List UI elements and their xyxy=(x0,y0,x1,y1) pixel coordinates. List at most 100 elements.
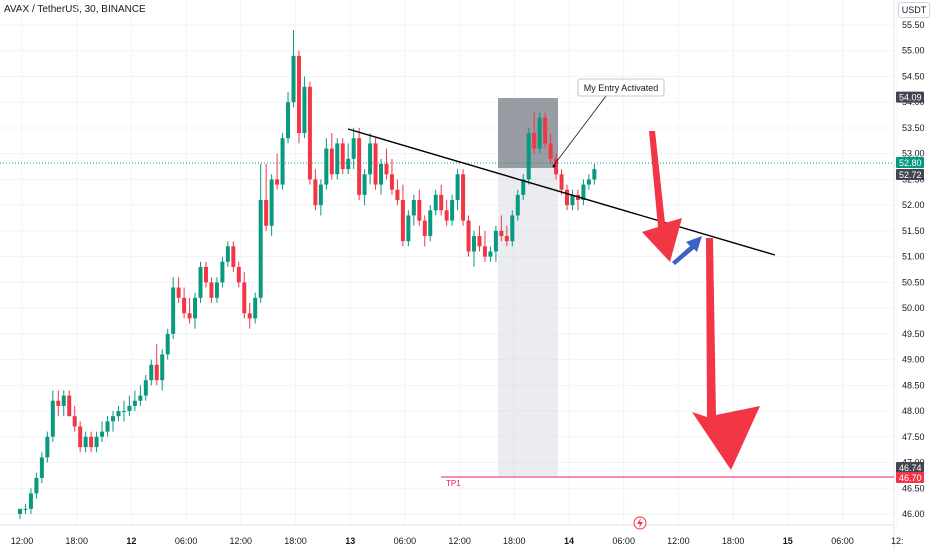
candle-body xyxy=(368,143,373,175)
candle-body xyxy=(220,261,225,283)
time-tick-label: 14 xyxy=(564,536,574,546)
candle-body xyxy=(433,194,438,211)
time-tick-label: 06:00 xyxy=(175,536,198,546)
candle-body xyxy=(526,133,531,180)
candle-body xyxy=(171,287,176,334)
candle-body xyxy=(247,313,252,319)
candle-body xyxy=(521,179,526,195)
chart-title: AVAX / TetherUS, 30, BINANCE xyxy=(4,4,146,15)
time-tick-label: 12: xyxy=(891,536,904,546)
candle-body xyxy=(510,215,515,242)
candle-body xyxy=(592,169,597,180)
candle-body xyxy=(231,246,236,267)
candle-body xyxy=(581,184,586,201)
price-tick-label: 51.50 xyxy=(902,226,925,236)
price-tick-label: 48.50 xyxy=(902,380,925,390)
time-tick-label: 06:00 xyxy=(831,536,854,546)
trendline[interactable] xyxy=(347,128,776,256)
candles xyxy=(18,30,597,520)
callout-box[interactable] xyxy=(577,78,665,97)
candle-body xyxy=(182,297,187,314)
candle-body xyxy=(209,282,214,298)
candle-body xyxy=(472,236,477,252)
time-tick-label: 12:00 xyxy=(11,536,34,546)
price-tick-label: 46.50 xyxy=(902,483,925,493)
candle-body xyxy=(455,174,460,201)
candle-body xyxy=(264,200,269,226)
time-tick-label: 06:00 xyxy=(394,536,417,546)
candle-body xyxy=(444,210,449,221)
candle-body xyxy=(493,230,498,252)
callout-text: My Entry Activated xyxy=(584,83,659,93)
price-tick-label: 51.00 xyxy=(902,252,925,262)
candle-body xyxy=(499,230,504,237)
candle-body xyxy=(466,220,471,252)
lightning-icon[interactable] xyxy=(633,516,647,530)
candle-body xyxy=(193,297,198,319)
currency-unit[interactable]: USDT xyxy=(898,2,930,18)
candle-body xyxy=(253,297,258,319)
price-badge-label: 54.09 xyxy=(899,93,922,103)
red-arrow-long[interactable] xyxy=(692,238,760,470)
time-tick-label: 12:00 xyxy=(448,536,471,546)
candle-body xyxy=(23,508,28,510)
take-profit-zone[interactable] xyxy=(498,168,558,476)
price-tick-label: 55.50 xyxy=(902,20,925,30)
candle-body xyxy=(100,431,105,437)
candle-body xyxy=(225,246,230,262)
candle-body xyxy=(78,426,83,448)
candle-body xyxy=(242,282,247,314)
candle-body xyxy=(269,179,274,226)
callout-anchor xyxy=(552,164,556,168)
candle-body xyxy=(143,380,148,396)
candle-body xyxy=(357,138,362,195)
candle-body xyxy=(313,179,318,206)
candle-body xyxy=(105,421,110,432)
candle-body xyxy=(515,194,520,216)
candle-body xyxy=(532,133,537,149)
candle-body xyxy=(318,184,323,206)
candle-body xyxy=(400,200,405,242)
candle-body xyxy=(28,493,33,509)
candle-body xyxy=(258,200,263,298)
red-arrow-short[interactable] xyxy=(642,131,682,262)
time-tick-label: 18:00 xyxy=(65,536,88,546)
candle-body xyxy=(340,143,345,170)
grid xyxy=(0,0,898,525)
tp1-label: TP1 xyxy=(446,479,461,488)
time-tick-label: 18:00 xyxy=(503,536,526,546)
candle-body xyxy=(34,477,39,494)
price-tick-label: 54.50 xyxy=(902,71,925,81)
candle-body xyxy=(450,200,455,221)
candle-body xyxy=(203,266,208,283)
candle-body xyxy=(548,143,553,159)
candle-body xyxy=(198,266,203,298)
candle-body xyxy=(89,436,94,448)
price-tick-label: 53.50 xyxy=(902,123,925,133)
price-badge-label: 52.80 xyxy=(899,158,922,168)
price-tick-label: 52.00 xyxy=(902,200,925,210)
candle-body xyxy=(72,416,77,427)
candle-body xyxy=(110,416,115,422)
candle-body xyxy=(61,395,66,406)
price-tick-label: 49.50 xyxy=(902,329,925,339)
time-tick-label: 15 xyxy=(783,536,793,546)
candle-body xyxy=(351,138,356,159)
candle-body xyxy=(384,163,389,175)
candle-body xyxy=(165,333,170,355)
price-badge xyxy=(896,91,924,103)
price-badge xyxy=(896,471,924,483)
blue-arrow[interactable] xyxy=(672,236,702,265)
candle-body xyxy=(39,457,44,478)
candle-body xyxy=(116,411,121,417)
candle-body xyxy=(477,236,482,247)
candle-body xyxy=(45,436,50,458)
candle-body xyxy=(488,251,493,257)
price-tick-label: 46.00 xyxy=(902,509,925,519)
candle-body xyxy=(417,200,422,221)
time-tick-label: 12:00 xyxy=(667,536,690,546)
candle-body xyxy=(335,143,340,175)
candle-body xyxy=(138,395,143,401)
